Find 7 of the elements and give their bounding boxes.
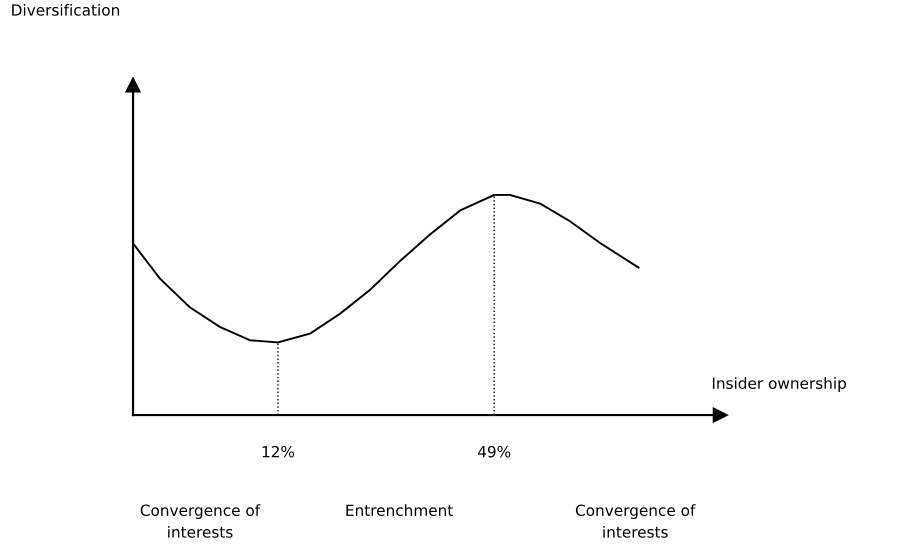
text: Diversification (12, 4, 119, 16)
x-axis-title: Insider ownership (712, 377, 846, 392)
x-tick-label: 12% (262, 446, 294, 458)
text: Entrenchment (346, 504, 453, 516)
text: Convergence of interests (576, 504, 696, 538)
text: Convergence of interests (140, 504, 260, 538)
x-tick-label: 49% (478, 446, 510, 458)
